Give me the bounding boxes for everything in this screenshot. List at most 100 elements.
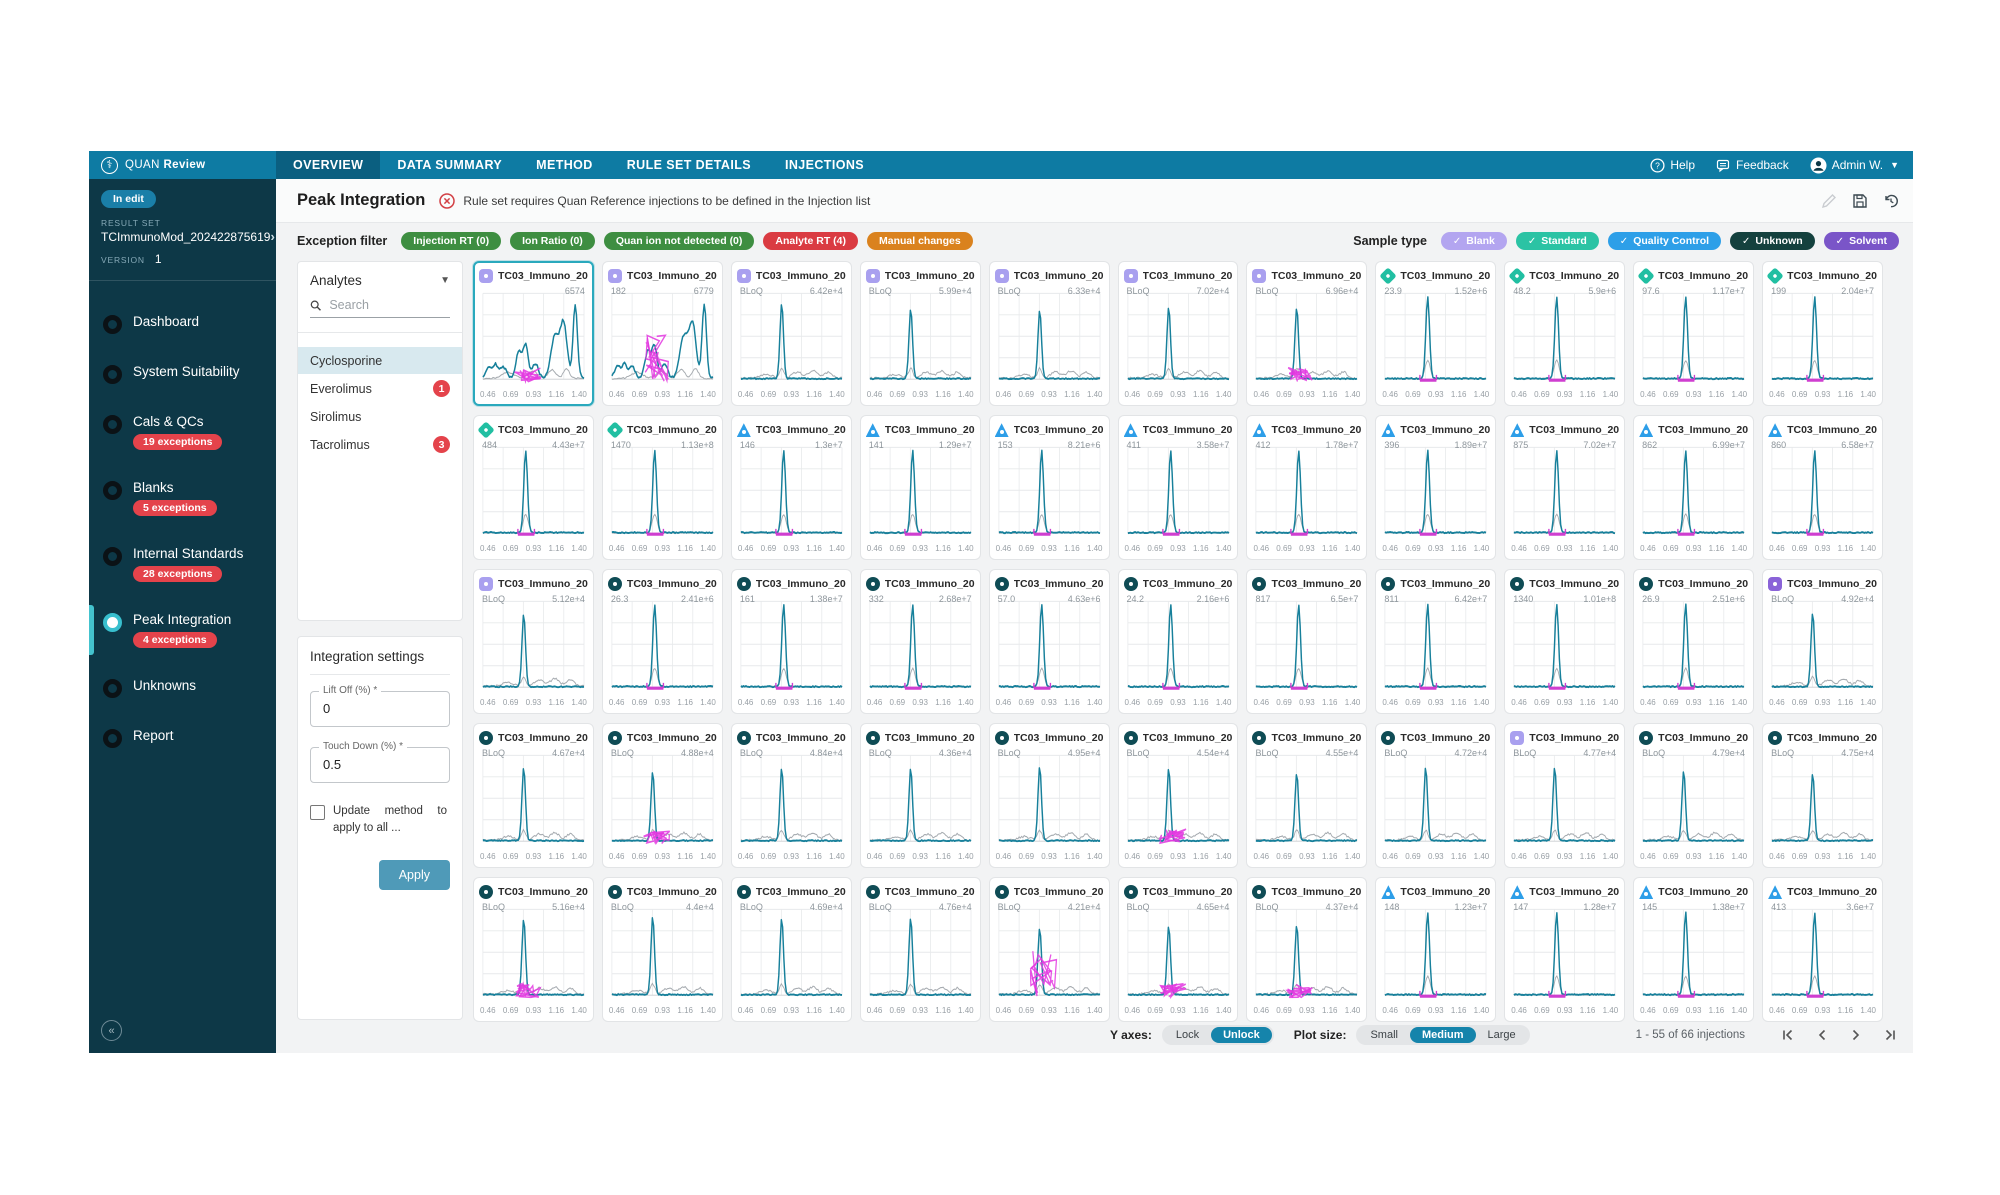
sidebar-item-blanks[interactable]: Blanks 5 exceptions xyxy=(89,465,276,531)
result-set-row[interactable]: TCImmunoMod_202422875619 › xyxy=(101,229,275,244)
injection-card[interactable]: TC03_Immuno_20... 811 6.42e+7 0.46 0.69 0.93 1… xyxy=(1375,569,1497,714)
sidebar-collapse-button[interactable]: « xyxy=(101,1020,122,1041)
lock-option[interactable]: Lock xyxy=(1175,1029,1200,1041)
chromatogram-plot[interactable]: BLoQ 4.72e+4 xyxy=(1381,748,1490,851)
tab-rule-set-details[interactable]: RULE SET DETAILS xyxy=(626,158,751,172)
injection-card[interactable]: TC03_Immuno_20... BLoQ 5.99e+4 0.46 0.69 0.93… xyxy=(859,261,981,406)
injection-card[interactable]: TC03_Immuno_20... 862 6.99e+7 0.46 0.69 0.93 1… xyxy=(1633,415,1755,560)
analyte-search-input[interactable] xyxy=(327,297,450,313)
injection-card[interactable]: TC03_Immuno_20... 817 6.5e+7 0.46 0.69 0.93 1.… xyxy=(1246,569,1368,714)
chromatogram-plot[interactable]: BLoQ 4.76e+4 xyxy=(866,902,975,1005)
injection-card[interactable]: TC03_Immuno_20... 411 3.58e+7 0.46 0.69 0.93 1… xyxy=(1117,415,1239,560)
chromatogram-plot[interactable]: BLoQ 5.12e+4 xyxy=(479,594,588,697)
chromatogram-plot[interactable]: 817 6.5e+7 xyxy=(1252,594,1361,697)
sidebar-item-report[interactable]: Report xyxy=(89,713,276,763)
save-icon[interactable] xyxy=(1852,193,1868,209)
chromatogram-plot[interactable]: BLoQ 6.96e+4 xyxy=(1252,286,1361,389)
injection-card[interactable]: TC03_Immuno_20... BLoQ 4.92e+4 0.46 0.69 0.93… xyxy=(1762,569,1883,714)
unlock-option[interactable]: Unlock xyxy=(1211,1027,1272,1043)
chromatogram-plot[interactable]: 145 1.38e+7 xyxy=(1639,902,1748,1005)
chromatogram-plot[interactable]: BLoQ 7.02e+4 xyxy=(1124,286,1233,389)
chromatogram-plot[interactable]: 141 1.29e+7 xyxy=(866,440,975,543)
chromatogram-plot[interactable]: 199 2.04e+7 xyxy=(1768,286,1877,389)
chromatogram-plot[interactable]: BLoQ 4.21e+4 xyxy=(995,902,1104,1005)
chromatogram-plot[interactable]: BLoQ 5.16e+4 xyxy=(479,902,588,1005)
injection-card[interactable]: TC03_Immuno_20... 26.3 2.41e+6 0.46 0.69 0.93… xyxy=(601,569,723,714)
chromatogram-plot[interactable]: 396 1.89e+7 xyxy=(1381,440,1490,543)
chromatogram-plot[interactable]: 860 6.58e+7 xyxy=(1768,440,1877,543)
injection-card[interactable]: TC03_Immuno_20... 145 1.38e+7 0.46 0.69 0.93 1… xyxy=(1633,877,1755,1022)
lift-off-field[interactable]: Lift Off (%) * xyxy=(310,685,450,727)
injection-card[interactable]: TC03_Immuno_20... BLoQ 4.84e+4 0.46 0.69 0.93… xyxy=(730,723,852,868)
chromatogram-plot[interactable]: 97.6 1.17e+7 xyxy=(1639,286,1748,389)
sidebar-item-unknowns[interactable]: Unknowns xyxy=(89,663,276,713)
analyte-search[interactable] xyxy=(310,297,450,318)
injection-card[interactable]: TC03_Immuno_20... 24.2 2.16e+6 0.46 0.69 0.93… xyxy=(1117,569,1239,714)
tab-data-summary[interactable]: DATA SUMMARY xyxy=(397,158,503,172)
injection-card[interactable]: TC03_Immuno_20... 23.9 1.52e+6 0.46 0.69 0.93… xyxy=(1375,261,1497,406)
touch-down-input[interactable] xyxy=(321,756,439,773)
chromatogram-plot[interactable]: BLoQ 4.67e+4 xyxy=(479,748,588,851)
chromatogram-plot[interactable]: BLoQ 4.65e+4 xyxy=(1124,902,1233,1005)
analyte-item-cyclosporine[interactable]: Cyclosporine xyxy=(298,347,462,374)
user-menu[interactable]: Admin W. ▼ xyxy=(1810,157,1899,174)
injection-card[interactable]: TC03_Immuno_20... BLoQ 4.95e+4 0.46 0.69 0.93… xyxy=(988,723,1110,868)
injection-card[interactable]: TC03_Immuno_20... 147 1.28e+7 0.46 0.69 0.93 1… xyxy=(1504,877,1626,1022)
sample-chip-standard[interactable]: ✓ Standard xyxy=(1515,232,1599,250)
analyte-item-tacrolimus[interactable]: Tacrolimus 3 xyxy=(298,430,462,459)
chromatogram-plot[interactable]: 161 1.38e+7 xyxy=(737,594,846,697)
chromatogram-plot[interactable]: 57.0 4.63e+6 xyxy=(995,594,1104,697)
injection-card[interactable]: TC03_Immuno_20... BLoQ 4.54e+4 0.46 0.69 0.93… xyxy=(1117,723,1239,868)
injection-card[interactable]: TC03_Immuno_20... 26.9 2.51e+6 0.46 0.69 0.93… xyxy=(1633,569,1755,714)
injection-card[interactable]: TC03_Immuno_20... BLoQ 4.37e+4 0.46 0.69 0.93… xyxy=(1246,877,1368,1022)
injection-card[interactable]: TC03_Immuno_20... 875 7.02e+7 0.46 0.69 0.93 1… xyxy=(1504,415,1626,560)
chromatogram-plot[interactable]: 182 6779 xyxy=(608,286,717,389)
chromatogram-plot[interactable]: 412 1.78e+7 xyxy=(1252,440,1361,543)
chromatogram-plot[interactable]: BLoQ 4.84e+4 xyxy=(737,748,846,851)
chromatogram-plot[interactable]: BLoQ 4.88e+4 xyxy=(608,748,717,851)
injection-card[interactable]: TC03_Immuno_20... 860 6.58e+7 0.46 0.69 0.93 1… xyxy=(1762,415,1883,560)
chromatogram-plot[interactable]: BLoQ 4.95e+4 xyxy=(995,748,1104,851)
sidebar-item-peak-integration[interactable]: Peak Integration 4 exceptions xyxy=(89,597,276,663)
injection-card[interactable]: TC03_Immuno_20... 332 2.68e+7 0.46 0.69 0.93 1… xyxy=(859,569,981,714)
chromatogram-plot[interactable]: 811 6.42e+7 xyxy=(1381,594,1490,697)
last-page-button[interactable] xyxy=(1883,1028,1897,1042)
exception-chip-manual-changes[interactable]: Manual changes xyxy=(867,232,973,250)
injection-card[interactable]: TC03_Immuno_20... 161 1.38e+7 0.46 0.69 0.93 1… xyxy=(730,569,852,714)
chromatogram-plot[interactable]: BLoQ 4.55e+4 xyxy=(1252,748,1361,851)
chromatogram-plot[interactable]: 148 1.23e+7 xyxy=(1381,902,1490,1005)
exception-chip-quan-ion-not-detected-0-[interactable]: Quan ion not detected (0) xyxy=(603,232,755,250)
injection-card[interactable]: TC03_Immuno_20... 57.0 4.63e+6 0.46 0.69 0.93… xyxy=(988,569,1110,714)
analyte-item-everolimus[interactable]: Everolimus 1 xyxy=(298,374,462,403)
injection-card[interactable]: TC03_Immuno_20... 153 8.21e+6 0.46 0.69 0.93 1… xyxy=(988,415,1110,560)
checkbox-icon[interactable] xyxy=(310,805,325,820)
sample-chip-solvent[interactable]: ✓ Solvent xyxy=(1823,232,1899,250)
chromatogram-plot[interactable]: 153 8.21e+6 xyxy=(995,440,1104,543)
chromatogram-plot[interactable]: BLoQ 6.42e+4 xyxy=(737,286,846,389)
analyte-item-sirolimus[interactable]: Sirolimus xyxy=(298,403,462,430)
chromatogram-plot[interactable]: 1340 1.01e+8 xyxy=(1510,594,1619,697)
injection-card[interactable]: TC03_Immuno_20... BLoQ 6.42e+4 0.46 0.69 0.93… xyxy=(730,261,852,406)
injection-card[interactable]: TC03_Immuno_20... 1340 1.01e+8 0.46 0.69 0.93… xyxy=(1504,569,1626,714)
exception-chip-analyte-rt-4-[interactable]: Analyte RT (4) xyxy=(763,232,858,250)
chromatogram-plot[interactable]: BLoQ 4.79e+4 xyxy=(1639,748,1748,851)
chromatogram-plot[interactable]: BLoQ 4.37e+4 xyxy=(1252,902,1361,1005)
help-button[interactable]: ? Help xyxy=(1650,157,1695,173)
chromatogram-plot[interactable]: 1470 1.13e+8 xyxy=(608,440,717,543)
sample-chip-quality-control[interactable]: ✓ Quality Control xyxy=(1607,232,1722,250)
chromatogram-plot[interactable]: 146 1.3e+7 xyxy=(737,440,846,543)
chromatogram-plot[interactable]: 6574 xyxy=(479,286,588,389)
sidebar-item-cals-qcs[interactable]: Cals & QCs 19 exceptions xyxy=(89,399,276,465)
injection-card[interactable]: TC03_Immuno_20... 182 6779 0.46 0.69 0.93 1.16… xyxy=(601,261,723,406)
edit-pencil-icon[interactable] xyxy=(1821,193,1837,209)
touch-down-field[interactable]: Touch Down (%) * xyxy=(310,741,450,783)
injection-card[interactable]: TC03_Immuno_20... BLoQ 5.16e+4 0.46 0.69 0.93… xyxy=(473,877,594,1022)
chromatogram-plot[interactable]: BLoQ 6.33e+4 xyxy=(995,286,1104,389)
sidebar-item-system-suitability[interactable]: System Suitability xyxy=(89,349,276,399)
injection-card[interactable]: TC03_Immuno_20... 141 1.29e+7 0.46 0.69 0.93 1… xyxy=(859,415,981,560)
injection-card[interactable]: TC03_Immuno_20... 48.2 5.9e+6 0.46 0.69 0.93 1… xyxy=(1504,261,1626,406)
injection-card[interactable]: TC03_Immuno_20... 1470 1.13e+8 0.46 0.69 0.93… xyxy=(601,415,723,560)
chromatogram-plot[interactable]: 24.2 2.16e+6 xyxy=(1124,594,1233,697)
lift-off-input[interactable] xyxy=(321,700,439,717)
sample-chip-unknown[interactable]: ✓ Unknown xyxy=(1730,232,1815,250)
